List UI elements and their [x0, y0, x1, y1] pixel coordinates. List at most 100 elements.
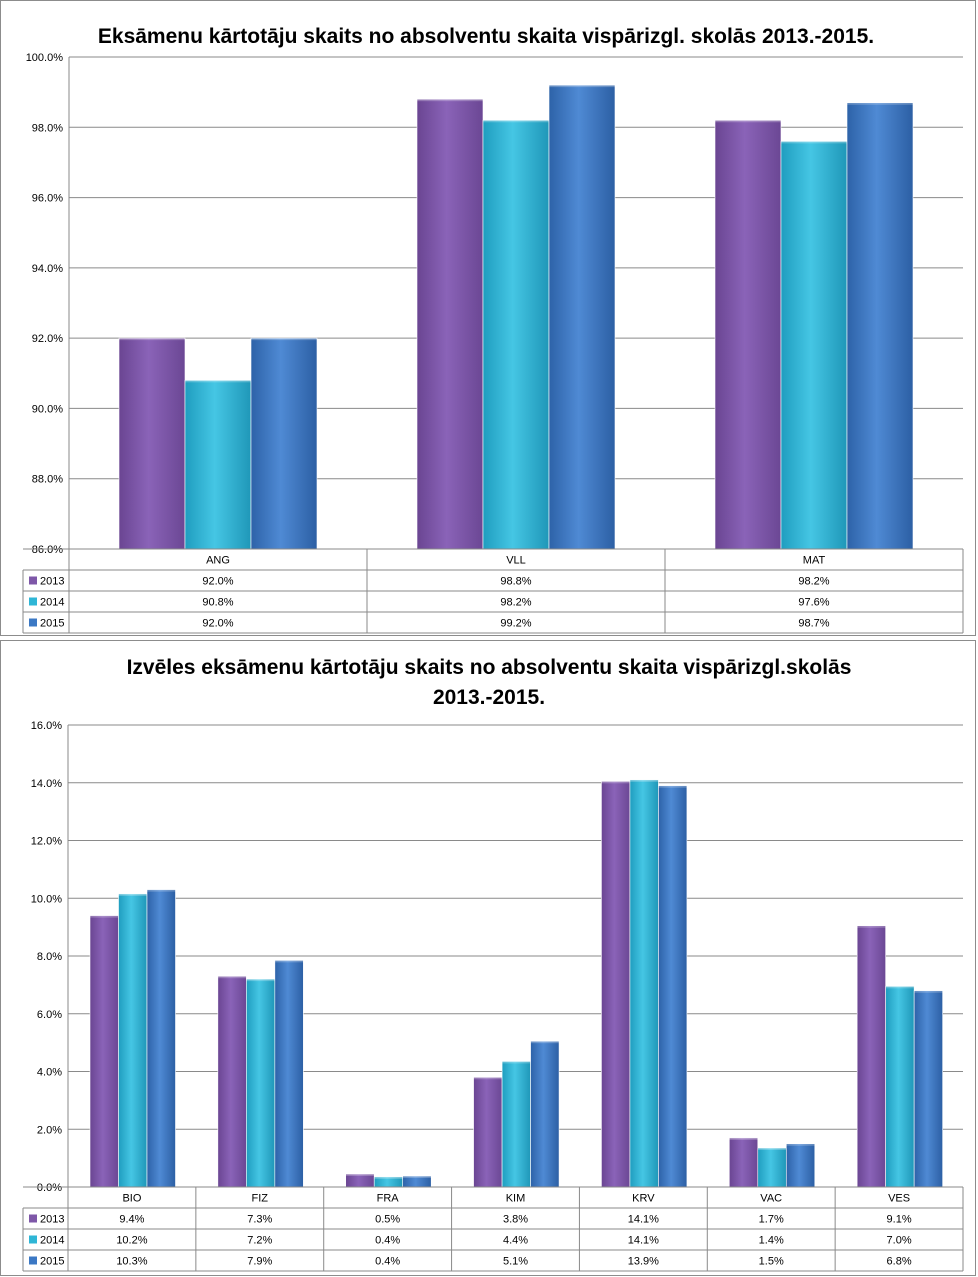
data-label: 1.7% [759, 1214, 784, 1226]
bar-cap [914, 990, 943, 993]
data-label: 7.9% [247, 1256, 272, 1268]
y-tick-label: 4.0% [37, 1067, 62, 1079]
legend-key-2015 [29, 618, 37, 627]
y-tick-label: 6.0% [37, 1009, 62, 1021]
data-label: 9.4% [119, 1214, 144, 1226]
bar-2013-vll [416, 98, 484, 550]
data-label: 99.2% [500, 618, 531, 630]
y-tick-label: 90.0% [32, 403, 63, 415]
bar-2014-vac [757, 1147, 787, 1188]
data-label: 0.4% [375, 1256, 400, 1268]
bar-cap [185, 380, 251, 383]
category-label: VAC [760, 1193, 782, 1205]
bar-2014-vll [482, 119, 550, 550]
legend-key-2015 [29, 1256, 37, 1265]
y-tick-label: 8.0% [37, 951, 62, 963]
bar-cap [402, 1176, 432, 1179]
chart-title-line1: Izvēles eksāmenu kārtotāju skaits no abs… [126, 656, 852, 679]
chart-panel-elective-exams: Izvēles eksāmenu kārtotāju skaits no abs… [0, 640, 976, 1276]
category-label: ANG [206, 555, 230, 567]
data-label: 14.1% [628, 1235, 659, 1247]
bar-2014-bio [118, 893, 148, 1188]
bar-cap [118, 893, 147, 896]
bar-cap [502, 1061, 531, 1064]
bar-cap [885, 986, 915, 989]
bar-cap [147, 889, 176, 892]
legend-key-2013 [29, 576, 37, 585]
data-label: 90.8% [202, 597, 233, 609]
bar-cap [530, 1041, 560, 1044]
chart-title-line2: 2013.-2015. [432, 686, 546, 709]
category-label: VES [888, 1193, 910, 1205]
legend-label: 2013 [40, 1214, 64, 1226]
chart-elective-exams: 0.0% 2.0% 4.0% 6.0% 8.0% 10.0% 12.0% 14.0% 16.0%… [22, 720, 964, 1272]
bar-2014-ang [184, 380, 252, 550]
y-tick-label: 12.0% [31, 836, 62, 848]
y-tick-label: 98.0% [32, 122, 63, 134]
bar-2014-ves [885, 986, 915, 1188]
legend-label: 2015 [40, 618, 64, 630]
y-tick-label: 2.0% [37, 1124, 62, 1136]
bar-cap [857, 925, 886, 928]
category-label: FIZ [252, 1193, 269, 1205]
data-label: 98.8% [500, 576, 531, 588]
bar-cap [274, 960, 304, 963]
bar-cap [473, 1077, 503, 1080]
bar-cap [847, 102, 913, 105]
legend-label: 2013 [40, 576, 64, 588]
data-label: 92.0% [202, 618, 233, 630]
y-tick-label: 10.0% [31, 893, 62, 905]
bar-cap [601, 781, 630, 784]
bar-cap [757, 1148, 787, 1151]
data-label: 92.0% [202, 576, 233, 588]
bar-cap [119, 338, 185, 341]
bar-2015-mat [846, 102, 914, 550]
data-label: 98.2% [798, 576, 829, 588]
data-label: 1.4% [759, 1235, 784, 1247]
bar-2013-kim [473, 1076, 503, 1188]
chart-panel-compulsory-exams: Eksāmenu kārtotāju skaits no absolventu … [0, 0, 976, 636]
data-label: 98.7% [798, 618, 829, 630]
bar-cap [629, 779, 659, 782]
data-label: 6.8% [887, 1256, 912, 1268]
legend-key-2013 [29, 1214, 37, 1223]
data-label: 7.3% [247, 1214, 272, 1226]
y-tick-label: 0.0% [37, 1182, 62, 1194]
bar-cap [483, 120, 549, 123]
bar-2015-ves [913, 990, 943, 1188]
bar-cap [90, 915, 119, 918]
y-tick-label: 88.0% [32, 474, 63, 486]
bar-2013-ang [118, 337, 186, 550]
bar-2015-krv [658, 785, 688, 1188]
category-label: KRV [632, 1193, 655, 1205]
data-label: 5.1% [503, 1256, 528, 1268]
data-label: 10.2% [116, 1235, 147, 1247]
bar-cap [781, 141, 847, 144]
data-label: 7.2% [247, 1235, 272, 1247]
legend-label: 2015 [40, 1256, 64, 1268]
bar-cap [715, 120, 781, 123]
data-label: 7.0% [887, 1235, 912, 1247]
bar-2014-fiz [246, 978, 276, 1188]
bar-2014-mat [780, 141, 848, 550]
data-label: 14.1% [628, 1214, 659, 1226]
data-label: 98.2% [500, 597, 531, 609]
bar-cap [786, 1143, 815, 1146]
data-label: 1.5% [759, 1256, 784, 1268]
legend-label: 2014 [40, 1235, 64, 1247]
y-tick-label: 100.0% [26, 52, 64, 64]
chart-compulsory-exams: 86.0% 88.0% 90.0% 92.0% 94.0% 96.0% 98.0% 100.0… [22, 52, 964, 634]
bar-2015-fiz [274, 960, 304, 1188]
bar-2015-vac [785, 1143, 816, 1188]
bar-cap [658, 785, 687, 788]
chart-title: Izvēles eksāmenu kārtotāju skaits no abs… [1, 653, 977, 713]
bar-cap [549, 85, 615, 88]
y-tick-label: 14.0% [31, 778, 62, 790]
bar-cap [345, 1174, 375, 1177]
bar-2015-kim [530, 1040, 560, 1188]
data-label: 9.1% [887, 1214, 912, 1226]
y-tick-label: 94.0% [32, 263, 63, 275]
bar-2013-vac [728, 1137, 759, 1188]
y-tick-label: 86.0% [32, 544, 63, 556]
bar-2014-krv [629, 779, 659, 1188]
